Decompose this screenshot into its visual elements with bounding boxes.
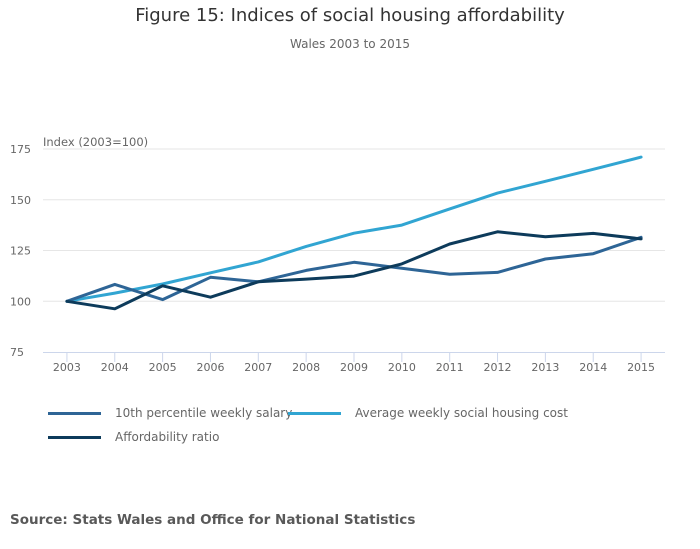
y-tick-label: 150 bbox=[10, 194, 31, 207]
x-tick-label: 2005 bbox=[149, 361, 177, 374]
x-tick-label: 2008 bbox=[292, 361, 320, 374]
series-lines bbox=[65, 155, 643, 311]
x-tick-label: 2009 bbox=[340, 361, 368, 374]
legend-label-housing-cost: Average weekly social housing cost bbox=[355, 406, 568, 420]
y-axis: 75 100 125 150 175 bbox=[10, 143, 31, 359]
x-tick-label: 2004 bbox=[101, 361, 129, 374]
chart-title: Figure 15: Indices of social housing aff… bbox=[135, 5, 565, 26]
y-tick-label: 100 bbox=[10, 295, 31, 308]
gridlines bbox=[43, 148, 665, 302]
legend-label-affordability: Affordability ratio bbox=[115, 430, 220, 444]
legend-item-affordability[interactable]: Affordability ratio bbox=[48, 430, 219, 444]
x-tick-label: 2011 bbox=[436, 361, 464, 374]
x-axis: 2003 2004 2005 2006 2007 2008 2009 2010 2011 2012… bbox=[43, 352, 665, 374]
source-note: Source: Stats Wales and Office for Natio… bbox=[10, 512, 416, 528]
legend-swatch-housing-cost bbox=[288, 411, 341, 415]
legend-label-salary: 10th percentile weekly salary bbox=[115, 406, 293, 420]
x-tick-label: 2010 bbox=[388, 361, 416, 374]
y-tick-label: 175 bbox=[10, 143, 31, 156]
x-tick-label: 2003 bbox=[53, 361, 81, 374]
legend-item-salary[interactable]: 10th percentile weekly salary bbox=[48, 406, 292, 420]
x-tick-label: 2014 bbox=[579, 361, 607, 374]
legend-swatch-affordability bbox=[48, 435, 101, 439]
x-tick-label: 2015 bbox=[627, 361, 655, 374]
x-tick-label: 2012 bbox=[484, 361, 512, 374]
y-axis-title: Index (2003=100) bbox=[43, 135, 148, 149]
y-tick-label: 125 bbox=[10, 245, 31, 258]
line-chart: 75 100 125 150 175 Index (2003=100) 2003 2004… bbox=[10, 135, 665, 374]
legend-swatch-salary bbox=[48, 411, 101, 415]
x-tick-label: 2006 bbox=[196, 361, 224, 374]
x-tick-label: 2013 bbox=[531, 361, 559, 374]
chart-subtitle: Wales 2003 to 2015 bbox=[290, 37, 410, 51]
y-tick-label: 75 bbox=[10, 346, 24, 359]
series-line-affordability[interactable] bbox=[65, 230, 643, 311]
legend-item-housing-cost[interactable]: Average weekly social housing cost bbox=[288, 406, 568, 420]
series-line-housing-cost[interactable] bbox=[65, 155, 643, 303]
series-line-salary[interactable] bbox=[65, 235, 643, 303]
x-tick-label: 2007 bbox=[244, 361, 272, 374]
